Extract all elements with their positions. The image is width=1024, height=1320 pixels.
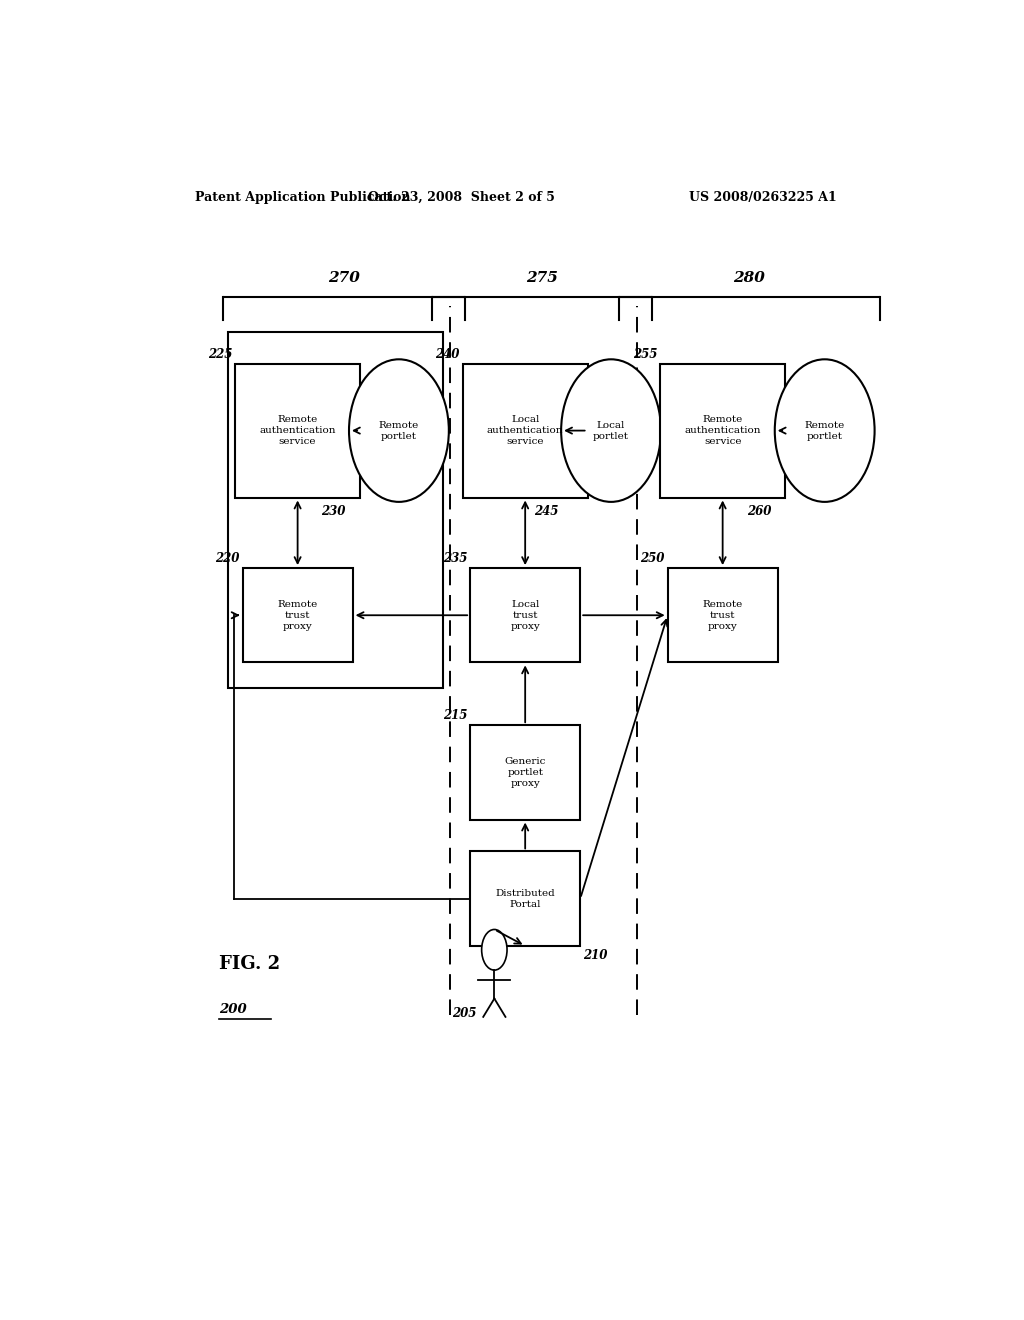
Text: Generic
portlet
proxy: Generic portlet proxy bbox=[505, 756, 546, 788]
Bar bbox=[470, 568, 581, 663]
Bar bbox=[463, 363, 588, 498]
Text: 260: 260 bbox=[748, 506, 772, 517]
Ellipse shape bbox=[775, 359, 874, 502]
Text: Local
authentication
service: Local authentication service bbox=[487, 414, 563, 446]
Text: Patent Application Publication: Patent Application Publication bbox=[196, 190, 411, 203]
Text: 200: 200 bbox=[219, 1003, 247, 1016]
Text: Distributed
Portal: Distributed Portal bbox=[496, 888, 555, 908]
Text: Local
portlet: Local portlet bbox=[593, 421, 629, 441]
Bar bbox=[470, 725, 581, 820]
Text: 255: 255 bbox=[633, 347, 657, 360]
Bar bbox=[668, 568, 777, 663]
Text: 210: 210 bbox=[584, 949, 608, 962]
Text: Oct. 23, 2008  Sheet 2 of 5: Oct. 23, 2008 Sheet 2 of 5 bbox=[368, 190, 555, 203]
Text: 270: 270 bbox=[328, 272, 359, 285]
Text: Remote
trust
proxy: Remote trust proxy bbox=[702, 599, 742, 631]
Bar bbox=[236, 363, 360, 498]
Text: 220: 220 bbox=[215, 552, 240, 565]
Text: 215: 215 bbox=[442, 709, 467, 722]
Text: 230: 230 bbox=[322, 506, 346, 517]
Text: Remote
portlet: Remote portlet bbox=[379, 421, 419, 441]
Text: 235: 235 bbox=[442, 552, 467, 565]
Text: 280: 280 bbox=[733, 272, 765, 285]
Text: FIG. 2: FIG. 2 bbox=[219, 956, 281, 973]
Ellipse shape bbox=[561, 359, 660, 502]
Bar bbox=[243, 568, 352, 663]
Text: Remote
authentication
service: Remote authentication service bbox=[684, 414, 761, 446]
Text: 250: 250 bbox=[640, 552, 665, 565]
Bar bbox=[470, 851, 581, 946]
Text: Local
trust
proxy: Local trust proxy bbox=[510, 599, 540, 631]
Ellipse shape bbox=[481, 929, 507, 970]
Ellipse shape bbox=[349, 359, 449, 502]
Text: 225: 225 bbox=[208, 347, 232, 360]
Text: Remote
trust
proxy: Remote trust proxy bbox=[278, 599, 317, 631]
Text: 240: 240 bbox=[435, 347, 460, 360]
Text: Remote
authentication
service: Remote authentication service bbox=[259, 414, 336, 446]
Text: US 2008/0263225 A1: US 2008/0263225 A1 bbox=[689, 190, 837, 203]
Text: 275: 275 bbox=[526, 272, 558, 285]
Text: 245: 245 bbox=[534, 506, 558, 517]
Bar bbox=[228, 331, 443, 688]
Text: Remote
portlet: Remote portlet bbox=[805, 421, 845, 441]
Text: 205: 205 bbox=[453, 1007, 477, 1020]
Bar bbox=[660, 363, 785, 498]
